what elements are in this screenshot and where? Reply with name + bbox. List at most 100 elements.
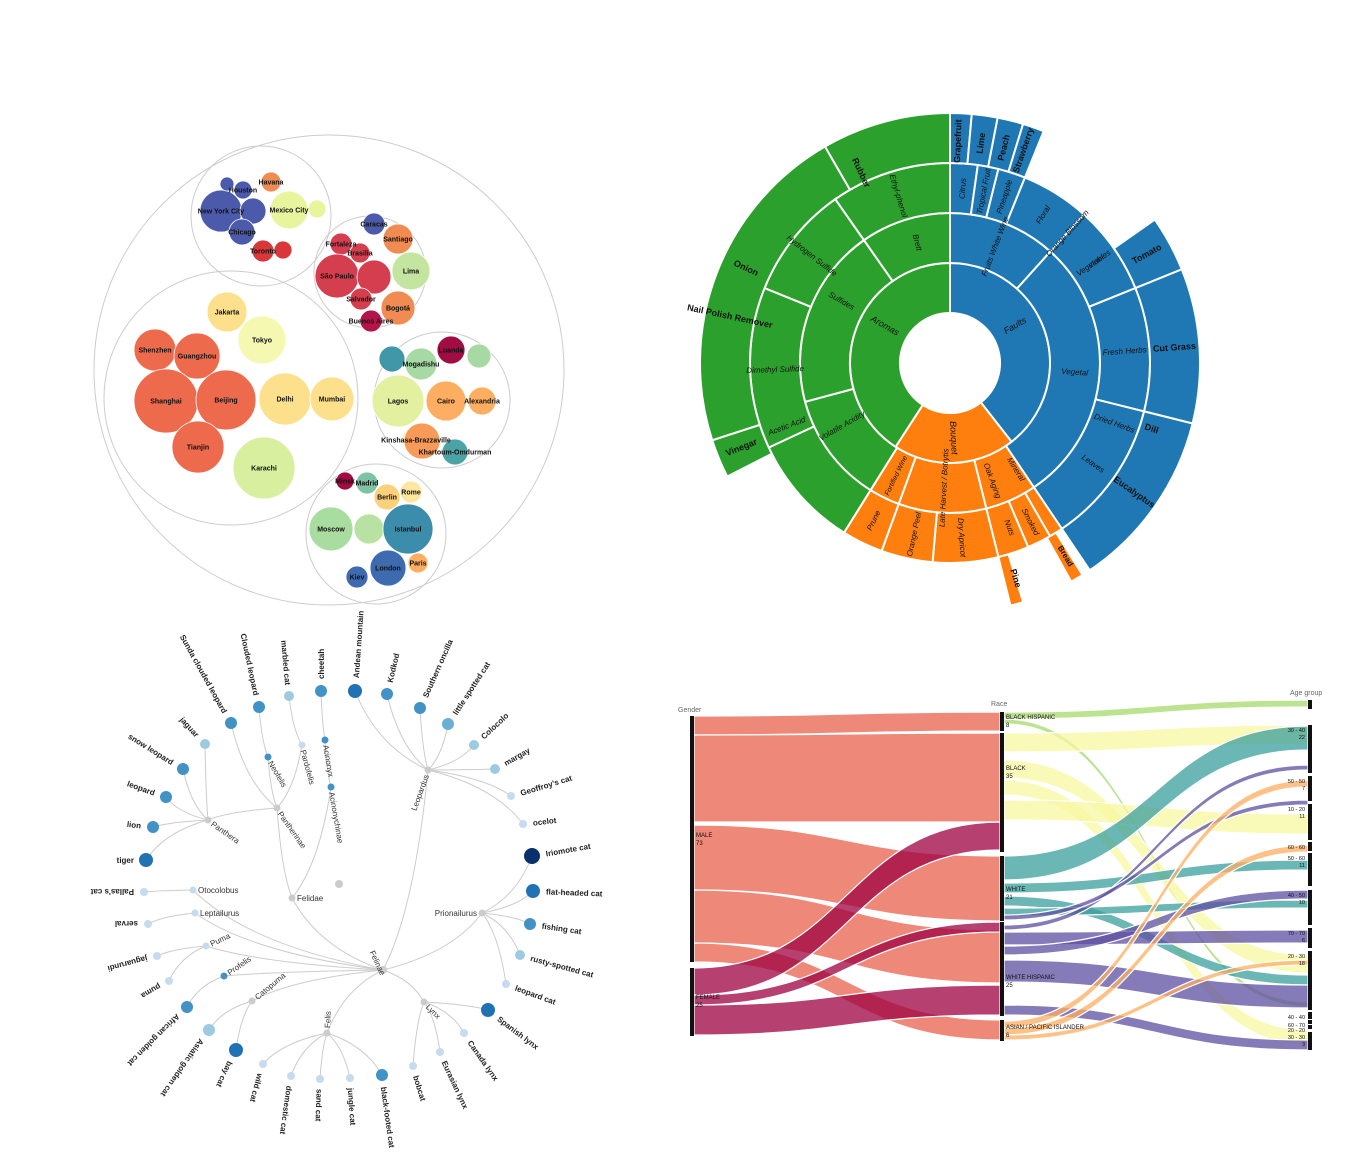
tree-link xyxy=(204,743,209,821)
leaf-dot-marbled-cat xyxy=(284,691,294,701)
city-bubble-unnamed-3-0 xyxy=(378,345,406,373)
city-bubble-tianjin xyxy=(171,420,225,474)
leaf-dot-lion xyxy=(147,821,159,833)
tree-link xyxy=(165,796,209,821)
sankey-node-black-hispanic xyxy=(1000,712,1004,731)
city-label-alexandria: Alexandria xyxy=(464,399,500,406)
leaf-dot-sunda-clouded-leopard xyxy=(225,717,237,729)
tree-branch-label-panthera: Panthera xyxy=(209,820,241,846)
city-label-cairo: Cairo xyxy=(437,399,455,406)
sankey-node-label-20-20: 20 - 20 xyxy=(1288,1028,1305,1034)
sankey-node-female xyxy=(690,968,694,1036)
city-bubble-brasilia xyxy=(349,242,371,264)
tree-branch-label-lynx: Lynx xyxy=(424,1003,442,1021)
tree-link xyxy=(427,723,449,771)
sankey-node-age-60-70 xyxy=(1308,1020,1312,1024)
leaf-label-kodkod: Kodkod xyxy=(386,652,401,683)
sankey-node-value-40-50: 10 xyxy=(1299,900,1305,906)
sankey-node-label-20-30: 20 - 30 xyxy=(1288,954,1305,960)
tree-link xyxy=(207,807,278,821)
sankey-node-label-white: WHITE xyxy=(1006,887,1025,893)
city-bubble-unnamed-3-3 xyxy=(466,343,492,369)
city-label-chicago: Chicago xyxy=(228,230,256,237)
sankey-node-label-60-70: 60 - 70 xyxy=(1288,1023,1305,1029)
tree-node-profelis xyxy=(220,972,228,980)
ring-bread xyxy=(1045,531,1084,584)
tree-node-catopuma xyxy=(248,997,256,1005)
ring-rubber xyxy=(823,111,951,192)
sankey-node-age-40-50 xyxy=(1308,890,1312,925)
leaf-dot-little-spotted-cat xyxy=(442,718,454,730)
city-bubble-lima xyxy=(391,251,431,291)
city-bubble-istanbul xyxy=(382,503,434,555)
city-bubble-minsk xyxy=(335,471,355,491)
tree-link xyxy=(156,945,207,957)
city-label-paris: Paris xyxy=(409,561,426,568)
leaf-label-flat-headed-cat: flat-headed cat xyxy=(546,887,603,898)
tree-node-dot xyxy=(335,880,343,888)
sankey-node-white xyxy=(1000,856,1004,921)
leaf-dot-colocolo xyxy=(469,740,479,750)
leaf-label-clouded-leopard: Clouded leopard xyxy=(238,633,260,697)
tree-branch-label-puma: Puma xyxy=(209,931,232,948)
city-bubble-tokyo xyxy=(237,315,287,365)
city-bubble-karachi xyxy=(232,436,296,500)
ring-strawberry xyxy=(1007,122,1045,179)
sun-label-late-harvest-botrytis: Late Harvest / Botrytis xyxy=(937,448,950,527)
leaf-label-leopard-cat: leopard cat xyxy=(514,984,557,1007)
leaf-dot-jaguar xyxy=(200,739,210,749)
sankey-flow-male xyxy=(693,732,1001,823)
city-label-mogadishu: Mogadishu xyxy=(403,362,440,369)
tree-link xyxy=(481,855,533,914)
tree-link xyxy=(276,744,303,809)
sankey-node-label-10-20: 10 - 20 xyxy=(1288,807,1305,813)
sankey-node-value-50-50: 7 xyxy=(1302,786,1305,792)
sun-label-citrus: Citrus xyxy=(957,178,967,199)
tree-root-label: Felinae xyxy=(368,949,387,977)
sun-label-vegetal: Vegetal xyxy=(1061,367,1089,378)
leaf-label-serval: serval xyxy=(115,919,138,928)
city-bubble-caracas xyxy=(362,212,386,236)
tree-link xyxy=(382,912,483,971)
city-bubble-bogot xyxy=(380,290,416,326)
leaf-dot-jaguarundi xyxy=(153,952,161,960)
tree-link xyxy=(423,1001,465,1034)
sankey-flow-asian-pacific-islander xyxy=(1003,844,1309,1036)
tree-link xyxy=(152,819,209,828)
leaf-label-wild-cat: wild cat xyxy=(248,1071,265,1103)
sun-label-bouquet: Bouquet xyxy=(948,421,960,456)
sankey-node-label-30-40: 30 - 40 xyxy=(1288,728,1305,734)
tree-branch-label-acinonyx: Acinonyx xyxy=(321,744,336,778)
sankey-node-label-asian-pacific-islander: ASIAN / PACIFIC ISLANDER xyxy=(1006,1025,1085,1031)
city-label-santiago: Santiago xyxy=(383,237,413,244)
tree-link xyxy=(235,1000,253,1051)
city-label-shanghai: Shanghai xyxy=(150,399,182,406)
sun-label-cut-grass: Cut Grass xyxy=(1153,341,1197,354)
sun-label-dill: Dill xyxy=(1143,422,1159,436)
city-bubble-unnamed-0-8 xyxy=(273,240,293,260)
leaf-label-jaguar: jaguar xyxy=(177,715,200,740)
city-label-tokyo: Tokyo xyxy=(252,338,272,345)
sankey-node-age-60-60 xyxy=(1308,842,1312,851)
tree-node-acinonyx xyxy=(321,736,329,744)
leaf-label-black-footed-cat: black-footed cat xyxy=(379,1086,396,1148)
sankey-column-title-gender: Gender xyxy=(678,707,702,714)
sankey-node-age-20-30 xyxy=(1308,951,1312,1010)
tree-link xyxy=(382,769,429,971)
tree-node-puma xyxy=(202,942,210,950)
leaf-dot-domestic-cat xyxy=(287,1072,295,1080)
city-label-mumbai: Mumbai xyxy=(319,397,346,404)
tree-link xyxy=(208,1000,253,1031)
city-label-jakarta: Jakarta xyxy=(215,310,240,317)
leaf-dot-eurasian-lynx xyxy=(436,1048,444,1056)
sankey-node-value-white-hispanic: 25 xyxy=(1006,983,1013,989)
leaf-dot-kodkod xyxy=(381,688,393,700)
tree-node-dot xyxy=(379,966,387,974)
tree-link xyxy=(481,912,521,956)
leaf-dot-asiatic-golden-cat xyxy=(203,1024,215,1036)
tree-node-prionailurus xyxy=(478,909,486,917)
city-label-lima: Lima xyxy=(403,269,419,276)
leaf-dot-leopard xyxy=(160,791,172,803)
tree-node-panthera xyxy=(204,816,212,824)
